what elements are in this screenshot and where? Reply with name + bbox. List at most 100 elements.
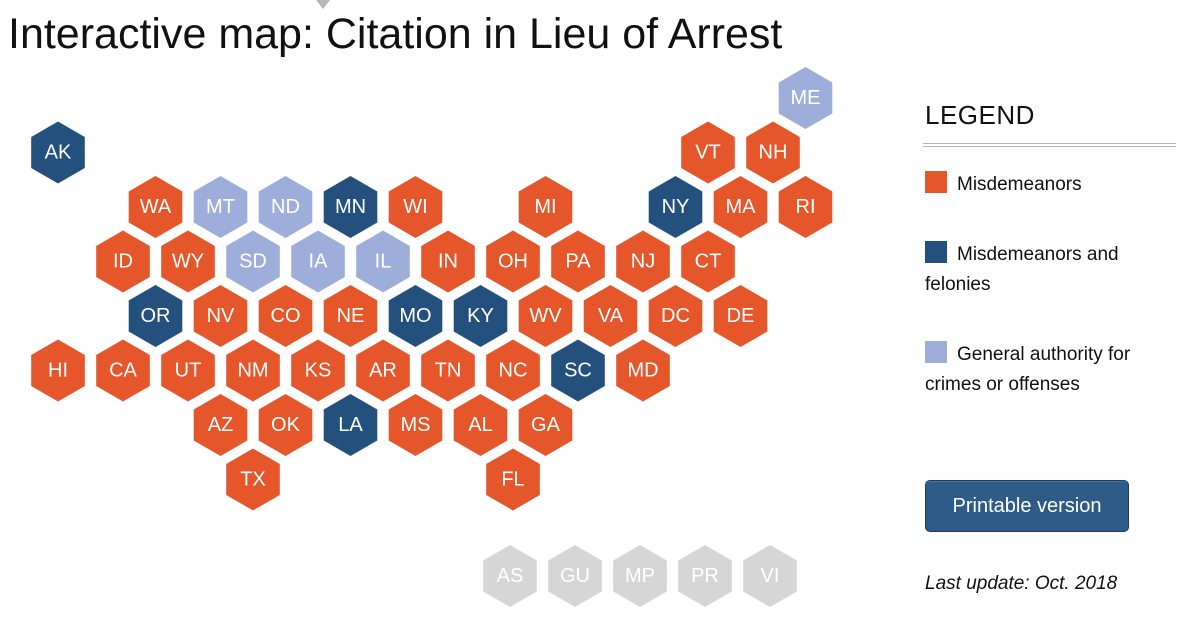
state-hex-pa[interactable]: PA: [551, 230, 605, 293]
hex-tile[interactable]: [486, 339, 540, 402]
hex-tile[interactable]: [291, 230, 345, 293]
hex-tile[interactable]: [743, 545, 797, 607]
hex-tile[interactable]: [356, 230, 410, 293]
state-hex-wi[interactable]: WI: [388, 176, 443, 238]
state-hex-nv[interactable]: NV: [193, 285, 248, 347]
hex-tile[interactable]: [681, 230, 735, 293]
hex-tile[interactable]: [678, 545, 732, 607]
state-hex-va[interactable]: VA: [583, 285, 638, 347]
hex-tile[interactable]: [193, 394, 248, 456]
territory-hex-pr[interactable]: PR: [678, 545, 732, 607]
hex-tile[interactable]: [551, 339, 605, 402]
state-hex-mi[interactable]: MI: [518, 176, 573, 238]
state-hex-ky[interactable]: KY: [453, 285, 508, 347]
hex-tile[interactable]: [323, 394, 378, 456]
hex-tile[interactable]: [258, 176, 313, 238]
state-hex-tx[interactable]: TX: [226, 448, 280, 511]
hex-tile[interactable]: [388, 176, 443, 238]
hex-tile[interactable]: [583, 285, 638, 347]
hex-tile[interactable]: [193, 176, 248, 238]
state-hex-ms[interactable]: MS: [388, 394, 443, 456]
state-hex-sd[interactable]: SD: [226, 230, 280, 293]
state-hex-id[interactable]: ID: [96, 230, 150, 293]
hex-tile[interactable]: [31, 339, 85, 402]
state-hex-mn[interactable]: MN: [323, 176, 378, 238]
state-hex-la[interactable]: LA: [323, 394, 378, 456]
hex-tile[interactable]: [713, 285, 768, 347]
hex-tile[interactable]: [518, 176, 573, 238]
hex-tile[interactable]: [713, 176, 768, 238]
hex-tile[interactable]: [613, 545, 667, 607]
territory-hex-mp[interactable]: MP: [613, 545, 667, 607]
hex-tile[interactable]: [421, 339, 475, 402]
state-hex-ok[interactable]: OK: [258, 394, 313, 456]
state-hex-ny[interactable]: NY: [648, 176, 703, 238]
hex-tile[interactable]: [518, 394, 573, 456]
hex-tile[interactable]: [323, 285, 378, 347]
state-hex-wa[interactable]: WA: [128, 176, 183, 238]
state-hex-nj[interactable]: NJ: [616, 230, 670, 293]
hex-tile[interactable]: [193, 285, 248, 347]
state-hex-nh[interactable]: NH: [746, 121, 800, 184]
state-hex-ia[interactable]: IA: [291, 230, 345, 293]
state-hex-ak[interactable]: AK: [31, 121, 85, 184]
hex-tile[interactable]: [648, 285, 703, 347]
state-hex-me[interactable]: ME: [778, 67, 833, 129]
hex-tile[interactable]: [648, 176, 703, 238]
territory-hex-gu[interactable]: GU: [548, 545, 602, 607]
hex-tile[interactable]: [453, 394, 508, 456]
state-hex-co[interactable]: CO: [258, 285, 313, 347]
state-hex-hi[interactable]: HI: [31, 339, 85, 402]
hex-tile[interactable]: [778, 67, 833, 129]
state-hex-in[interactable]: IN: [421, 230, 475, 293]
state-hex-or[interactable]: OR: [128, 285, 183, 347]
hex-tile[interactable]: [128, 176, 183, 238]
hex-tile[interactable]: [31, 121, 85, 184]
hex-tile[interactable]: [551, 230, 605, 293]
state-hex-ar[interactable]: AR: [356, 339, 410, 402]
state-hex-nm[interactable]: NM: [226, 339, 280, 402]
hex-tile[interactable]: [226, 448, 280, 511]
state-hex-mo[interactable]: MO: [388, 285, 443, 347]
state-hex-ga[interactable]: GA: [518, 394, 573, 456]
state-hex-wy[interactable]: WY: [161, 230, 215, 293]
hex-tile[interactable]: [388, 285, 443, 347]
state-hex-nd[interactable]: ND: [258, 176, 313, 238]
state-hex-ca[interactable]: CA: [96, 339, 150, 402]
hex-tile[interactable]: [486, 448, 540, 511]
hex-tile[interactable]: [483, 545, 537, 607]
hex-tile[interactable]: [291, 339, 345, 402]
state-hex-fl[interactable]: FL: [486, 448, 540, 511]
state-hex-ct[interactable]: CT: [681, 230, 735, 293]
state-hex-ne[interactable]: NE: [323, 285, 378, 347]
printable-version-button[interactable]: Printable version: [925, 480, 1129, 532]
hex-tile[interactable]: [518, 285, 573, 347]
hex-tile[interactable]: [681, 121, 735, 184]
state-hex-ri[interactable]: RI: [778, 176, 833, 238]
state-hex-tn[interactable]: TN: [421, 339, 475, 402]
hex-tile[interactable]: [226, 339, 280, 402]
state-hex-al[interactable]: AL: [453, 394, 508, 456]
hex-tile[interactable]: [548, 545, 602, 607]
hex-tile[interactable]: [161, 339, 215, 402]
state-hex-dc[interactable]: DC: [648, 285, 703, 347]
hex-tile[interactable]: [616, 339, 670, 402]
state-hex-mt[interactable]: MT: [193, 176, 248, 238]
hex-tile[interactable]: [778, 176, 833, 238]
hex-tile[interactable]: [226, 230, 280, 293]
state-hex-sc[interactable]: SC: [551, 339, 605, 402]
hex-tile[interactable]: [421, 230, 475, 293]
state-hex-vt[interactable]: VT: [681, 121, 735, 184]
state-hex-ma[interactable]: MA: [713, 176, 768, 238]
state-hex-nc[interactable]: NC: [486, 339, 540, 402]
hex-tile[interactable]: [453, 285, 508, 347]
state-hex-md[interactable]: MD: [616, 339, 670, 402]
hex-tile[interactable]: [96, 339, 150, 402]
state-hex-wv[interactable]: WV: [518, 285, 573, 347]
hex-tile[interactable]: [356, 339, 410, 402]
hex-tile[interactable]: [616, 230, 670, 293]
hex-tile[interactable]: [323, 176, 378, 238]
territory-hex-as[interactable]: AS: [483, 545, 537, 607]
hex-tile[interactable]: [746, 121, 800, 184]
state-hex-de[interactable]: DE: [713, 285, 768, 347]
